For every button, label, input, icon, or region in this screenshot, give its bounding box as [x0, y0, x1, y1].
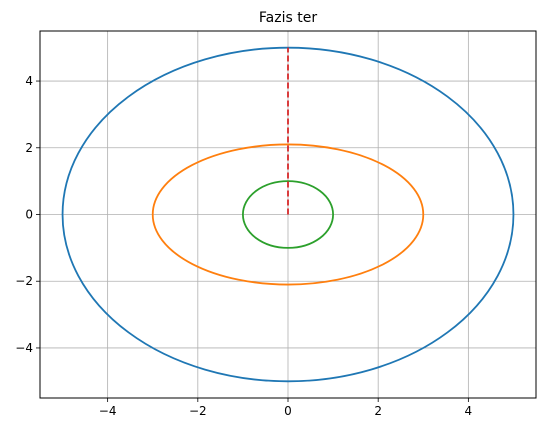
- y-tick-label: 0: [25, 208, 33, 222]
- x-tick-label: −2: [189, 404, 207, 418]
- x-tick-label: 4: [465, 404, 473, 418]
- y-tick-label: 2: [25, 141, 33, 155]
- y-tick-label: 4: [25, 74, 33, 88]
- x-tick-label: 0: [284, 404, 292, 418]
- y-tick-label: −4: [15, 341, 33, 355]
- x-tick-label: −4: [99, 404, 117, 418]
- series-2-curve: [151, 143, 425, 286]
- y-tick-label: −2: [15, 274, 33, 288]
- curves: [61, 46, 515, 383]
- series-3-curve: [242, 180, 334, 249]
- series-1-curve: [61, 46, 515, 383]
- axis-ticks: −4 −2 0 2 4 −4 −2 0 2 4: [15, 74, 472, 418]
- x-tick-label: 2: [374, 404, 382, 418]
- chart-title: Fazis ter: [259, 10, 317, 26]
